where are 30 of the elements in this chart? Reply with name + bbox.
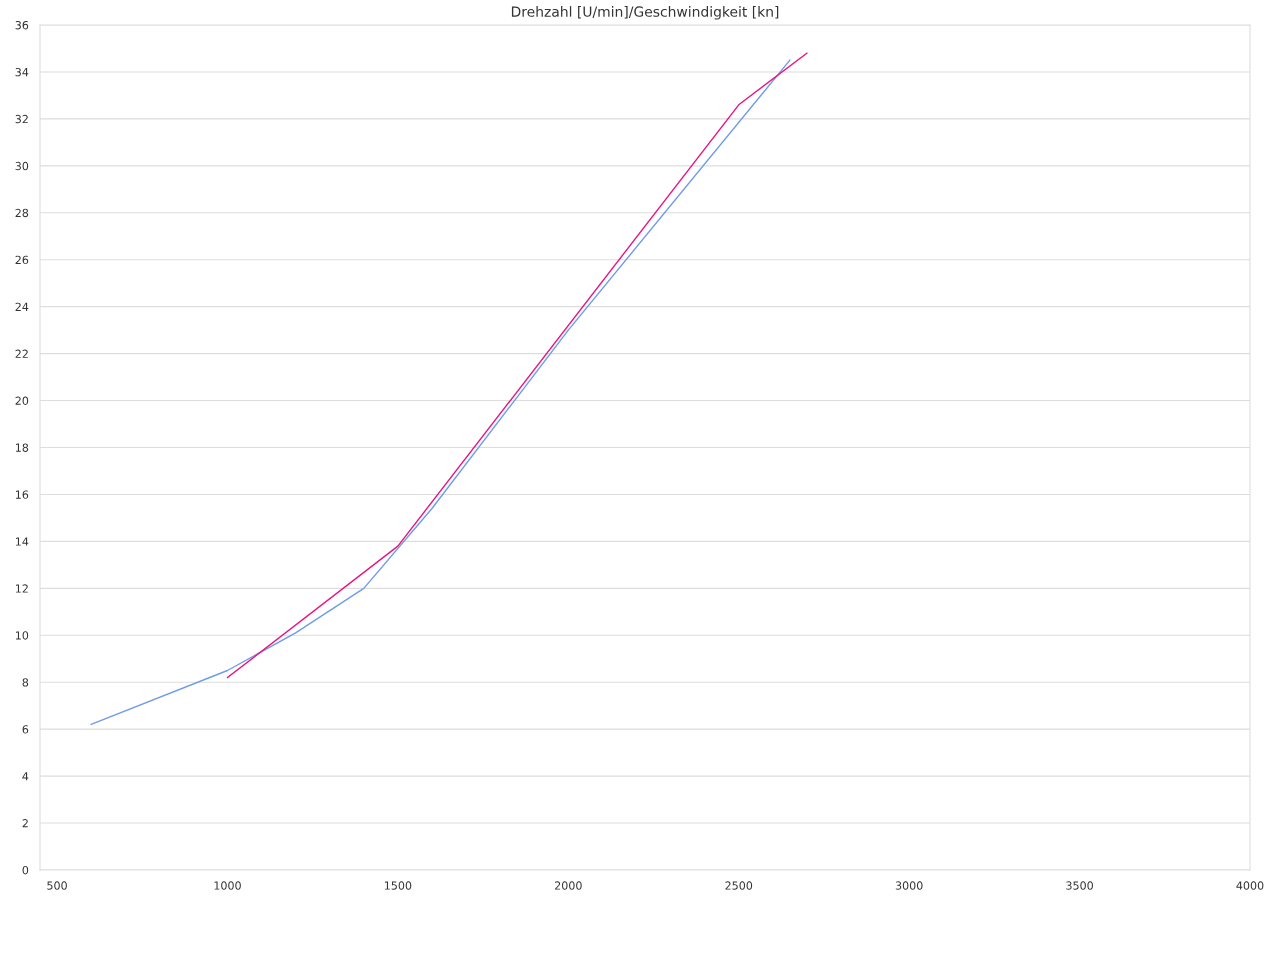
y-tick-label: 22 xyxy=(15,349,28,358)
y-tick-label: 4 xyxy=(22,772,29,781)
x-tick-label: 3000 xyxy=(895,881,923,890)
y-tick-label: 24 xyxy=(15,302,29,311)
x-tick-label: 2000 xyxy=(554,881,582,890)
y-tick-label: 34 xyxy=(15,67,29,77)
y-tick-label: 20 xyxy=(15,396,29,405)
y-tick-label: 10 xyxy=(15,631,29,640)
y-tick-label: 28 xyxy=(15,208,29,218)
y-tick-label: 2 xyxy=(22,819,28,828)
x-tick-label: 3500 xyxy=(1066,881,1093,890)
y-tick-label: 8 xyxy=(22,678,29,687)
x-tick-label: 1000 xyxy=(214,881,241,890)
line-series xyxy=(226,52,808,679)
y-tick-label: 32 xyxy=(15,114,28,124)
y-tick-label: 26 xyxy=(15,255,29,265)
y-tick-label: 6 xyxy=(22,725,29,734)
y-tick-label: 18 xyxy=(15,443,29,452)
x-tick-label: 4000 xyxy=(1236,881,1264,890)
y-tick-label: 16 xyxy=(15,490,29,499)
x-tick-label: 500 xyxy=(47,881,67,890)
y-tick-label: 36 xyxy=(15,20,29,30)
chart-title: Drehzahl [U/min]/Geschwindigkeit [kn] xyxy=(511,6,779,20)
y-tick-label: 30 xyxy=(15,161,29,171)
y-tick-label: 0 xyxy=(22,865,29,875)
x-tick-label: 1500 xyxy=(384,881,412,890)
x-tick-label: 2500 xyxy=(725,881,753,890)
line-series xyxy=(90,59,791,726)
y-tick-label: 12 xyxy=(15,584,28,593)
y-tick-label: 14 xyxy=(15,537,29,546)
